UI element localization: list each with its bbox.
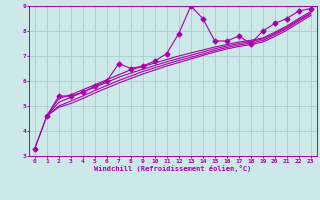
X-axis label: Windchill (Refroidissement éolien,°C): Windchill (Refroidissement éolien,°C) — [94, 165, 252, 172]
